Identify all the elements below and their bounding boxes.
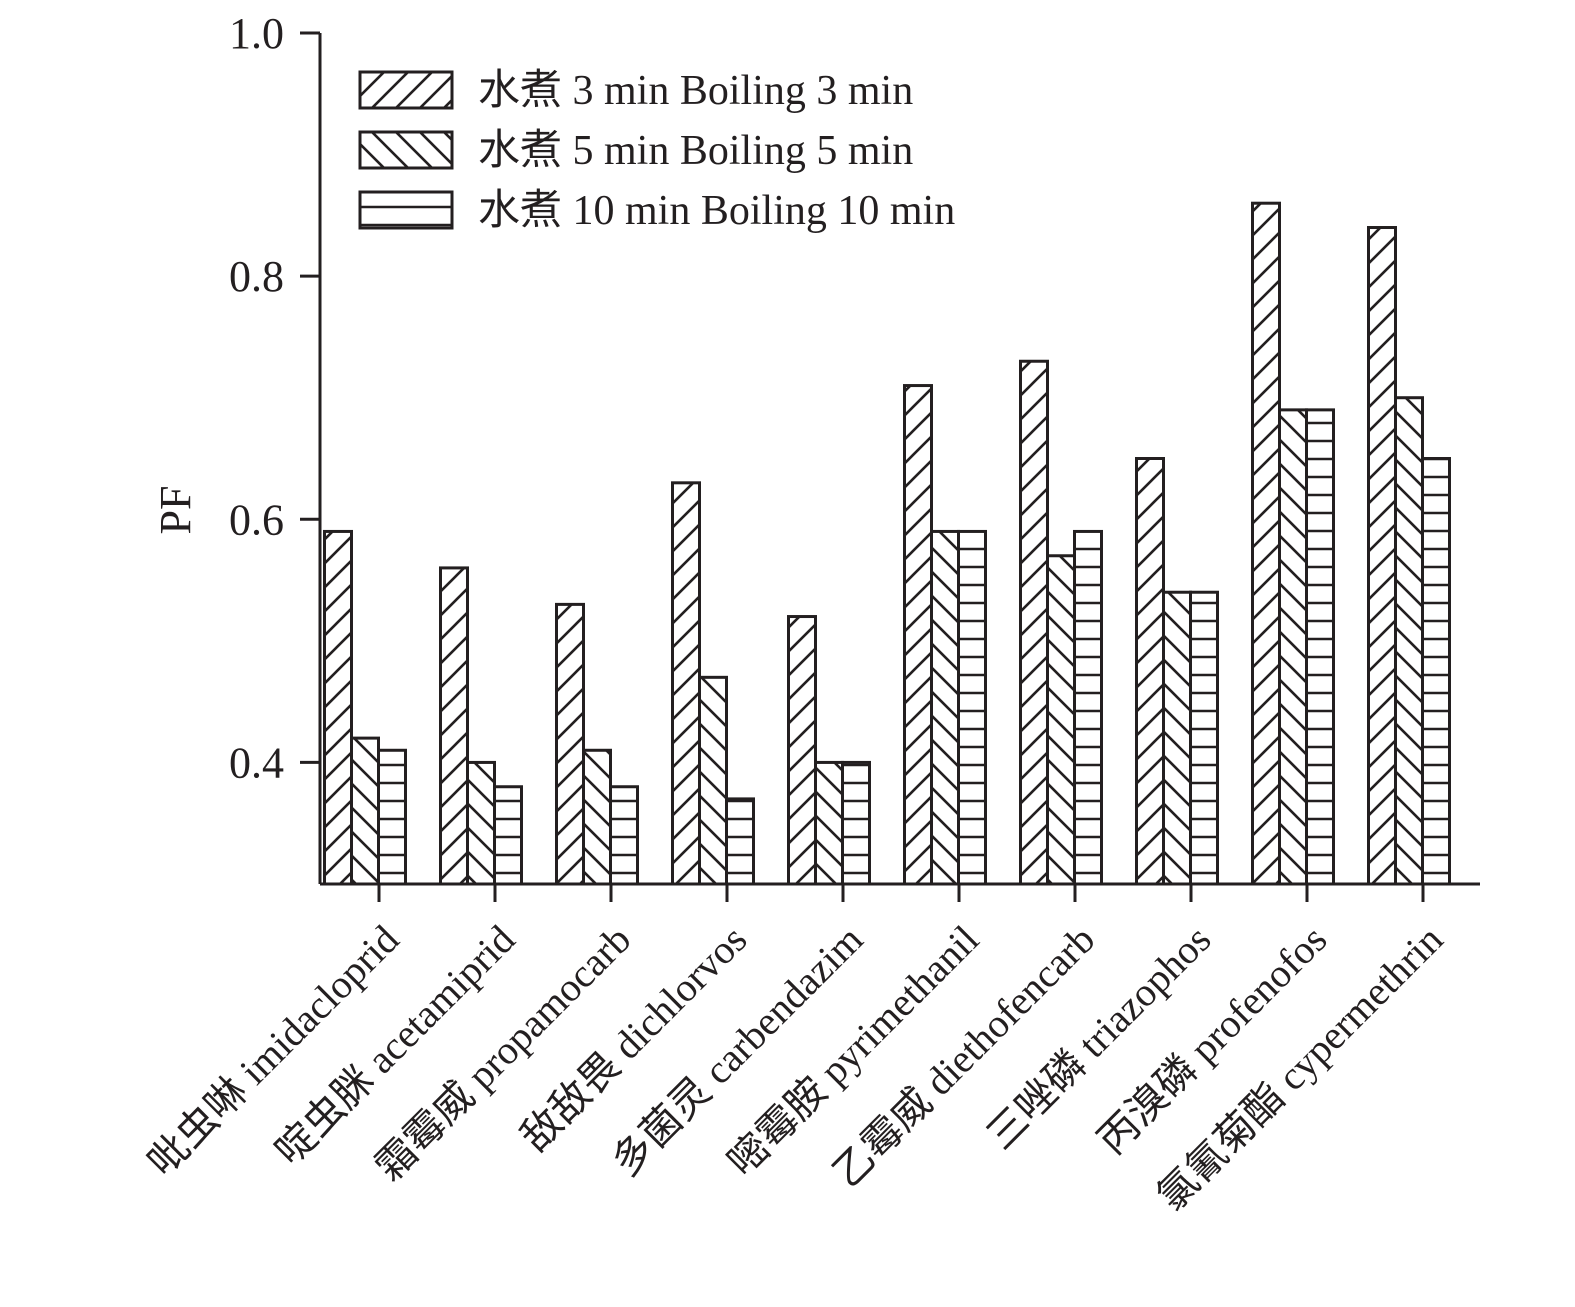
y-axis-title: PF: [151, 486, 200, 535]
bar: [814, 760, 844, 886]
bar: [841, 760, 871, 886]
legend-swatch: [358, 130, 454, 170]
bar: [698, 675, 728, 886]
bar: [930, 529, 960, 886]
bar: [555, 602, 585, 886]
y-tick-label: 0.4: [229, 738, 284, 787]
bar: [582, 748, 612, 886]
bar: [377, 748, 407, 886]
legend: 水煮 3 min Boiling 3 min 水煮 5 min Boiling 5…: [358, 68, 955, 234]
bar: [1073, 529, 1103, 886]
bar: [1278, 408, 1308, 886]
bar: [350, 736, 380, 886]
bar: [1162, 590, 1192, 886]
bar: [439, 566, 469, 886]
bar: [1046, 554, 1076, 886]
y-tick-label: 0.8: [229, 252, 284, 301]
bar: [466, 760, 496, 886]
bar: [903, 384, 933, 886]
y-tick-label: 1.0: [229, 9, 284, 58]
legend-swatch: [358, 70, 454, 110]
legend-label: 水煮 5 min Boiling 5 min: [478, 128, 913, 174]
bar: [1135, 457, 1165, 886]
bar: [725, 797, 755, 886]
legend-swatch: [358, 190, 454, 230]
bar: [1251, 201, 1281, 886]
y-axis: 0.4 0.6 0.8 1.0: [229, 9, 322, 884]
bar: [671, 481, 701, 886]
bar: [1421, 457, 1451, 886]
bar: [957, 529, 987, 886]
bar: [323, 529, 353, 886]
bar: [1019, 359, 1049, 886]
bar: [493, 785, 523, 886]
y-tick-label: 0.6: [229, 495, 284, 544]
legend-label: 水煮 10 min Boiling 10 min: [478, 188, 955, 234]
bars: [323, 201, 1451, 886]
bar: [609, 785, 639, 886]
bar: [1305, 408, 1335, 886]
bar: [1394, 396, 1424, 886]
bar: [1189, 590, 1219, 886]
bar: [1367, 226, 1397, 886]
bar: [787, 615, 817, 886]
legend-label: 水煮 3 min Boiling 3 min: [478, 68, 913, 114]
